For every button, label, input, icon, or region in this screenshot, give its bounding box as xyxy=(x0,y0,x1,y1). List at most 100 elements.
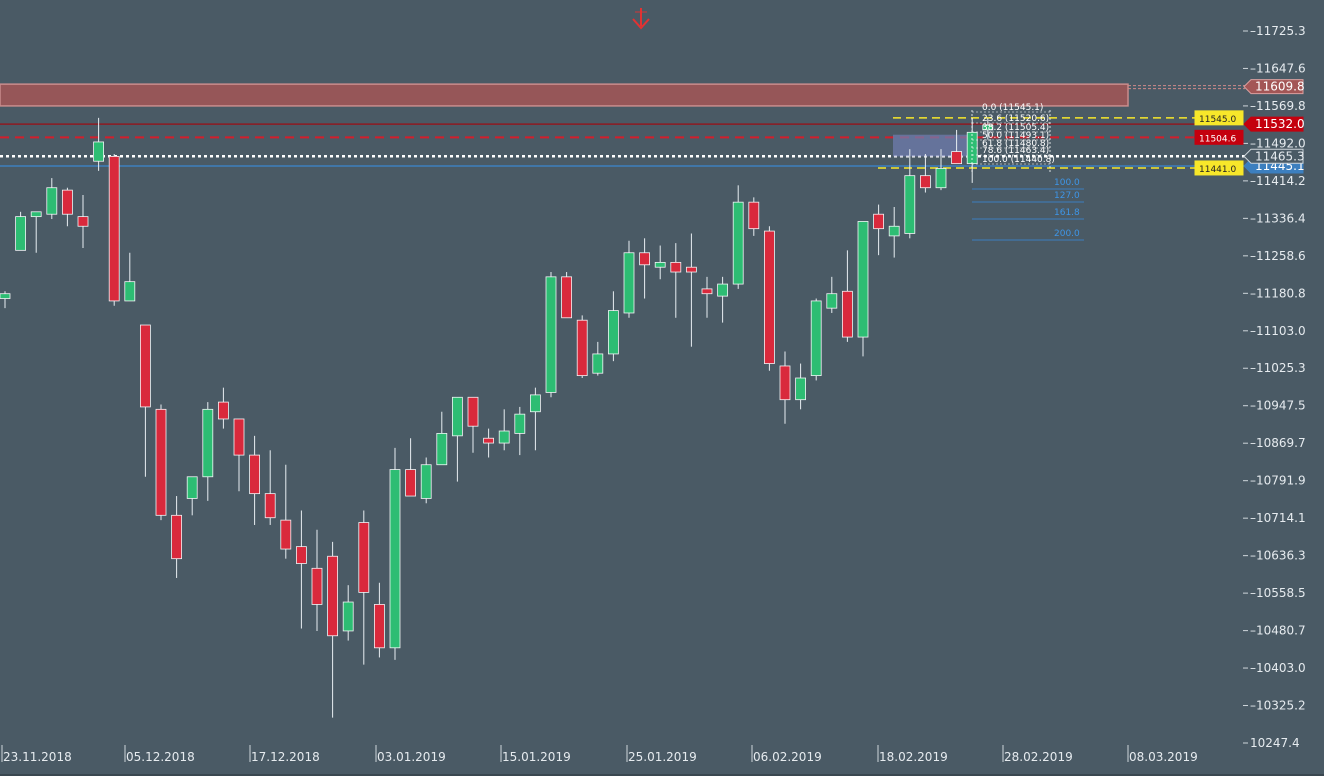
bullish-candle-body xyxy=(826,293,838,309)
bullish-candle-body xyxy=(608,310,619,355)
y-tick-label: –11414.2 xyxy=(1250,174,1306,188)
y-tick-label: –10791.9 xyxy=(1250,474,1306,488)
bullish-candle-body xyxy=(498,430,510,444)
candle xyxy=(873,204,884,256)
candle xyxy=(639,238,650,299)
y-tick-label: –10869.7 xyxy=(1250,436,1306,450)
yellow-top-price-tag-box xyxy=(1194,110,1244,126)
y-tick-label: –11103.0 xyxy=(1250,324,1306,338)
bullish-candle-body xyxy=(93,141,104,162)
candle xyxy=(561,272,572,319)
y-tick-label: –11025.3 xyxy=(1250,361,1306,375)
y-axis-ticks: –11725.3 –11647.6 –11569.8 –11492.0 –11414.2… xyxy=(1243,24,1306,750)
candle xyxy=(342,585,354,641)
bearish-candle-body xyxy=(358,522,370,593)
candle xyxy=(795,363,806,410)
yellow-bottom-price-tag-box xyxy=(1194,160,1244,176)
y-tick-label: –11258.6 xyxy=(1250,249,1306,263)
candle xyxy=(295,510,307,629)
candle xyxy=(186,476,198,516)
x-tick-label: 05.12.2018 xyxy=(126,750,195,764)
candle xyxy=(623,240,635,318)
bullish-candle-body xyxy=(545,276,557,393)
y-tick-label: –11647.6 xyxy=(1250,61,1306,75)
bearish-candle-body xyxy=(155,408,167,516)
candle xyxy=(217,387,229,429)
resistance-price-tag: 11609.8 xyxy=(1243,79,1305,95)
y-tick-label: –10714.1 xyxy=(1250,511,1306,525)
bearish-candle-body xyxy=(311,567,323,605)
fib-zone xyxy=(893,134,973,157)
bullish-candle-body xyxy=(186,476,198,499)
price-level-labels: 11609.811532.011445.111465.311504.611545… xyxy=(1194,79,1305,176)
y-tick-label: –11492.0 xyxy=(1250,136,1306,150)
yellow-top-price-tag-text: 11545.0 xyxy=(1199,115,1236,125)
candle xyxy=(608,291,619,362)
y-tick-label: –10558.5 xyxy=(1250,586,1306,600)
y-tick-label: –11569.8 xyxy=(1250,99,1306,113)
bearish-candle-body xyxy=(842,290,853,338)
bullish-candle-body xyxy=(202,408,214,478)
candle xyxy=(483,428,495,458)
bearish-candle-body xyxy=(327,555,339,637)
bearish-candle-body xyxy=(873,213,884,230)
bullish-candle-body xyxy=(810,300,822,377)
bullish-candle-body xyxy=(15,216,27,251)
candle xyxy=(920,153,931,193)
candle xyxy=(888,206,900,258)
candle xyxy=(389,447,401,660)
candle xyxy=(982,117,994,140)
bearish-candle-body xyxy=(77,216,89,227)
x-tick-label: 25.01.2019 xyxy=(628,750,697,764)
x-tick-label: 03.01.2019 xyxy=(377,750,446,764)
x-tick-label: 18.02.2019 xyxy=(879,750,948,764)
bearish-candle-body xyxy=(686,266,697,273)
candle xyxy=(264,450,276,525)
bullish-candle-body xyxy=(857,221,869,338)
y-tick-label: –10403.0 xyxy=(1250,661,1306,675)
bearish-candle-body xyxy=(764,230,775,364)
candle xyxy=(202,402,214,501)
candle xyxy=(124,252,136,302)
candle xyxy=(62,187,73,227)
bearish-candle-body xyxy=(951,151,962,165)
bearish-candle-body xyxy=(779,365,791,401)
bullish-candle-body xyxy=(436,433,448,466)
bullish-candle-body xyxy=(717,283,728,297)
x-tick-label: 28.02.2019 xyxy=(1004,750,1073,764)
bearish-candle-body xyxy=(217,401,229,420)
candle xyxy=(327,541,339,718)
candle xyxy=(686,233,697,347)
candle xyxy=(592,341,604,376)
bearish-candle-body xyxy=(561,276,572,319)
candle xyxy=(373,582,385,658)
candle xyxy=(311,529,323,631)
candle xyxy=(842,250,853,342)
bearish-candle-body xyxy=(108,156,120,302)
candle xyxy=(249,435,261,525)
bullish-candle-body xyxy=(935,168,947,189)
candle xyxy=(717,276,728,323)
candle xyxy=(358,510,370,665)
candle xyxy=(233,418,245,492)
candles xyxy=(0,117,994,718)
candle xyxy=(46,178,58,220)
candle xyxy=(93,117,104,171)
white-level-price-tag-text: 11465.3 xyxy=(1255,149,1305,163)
candle xyxy=(576,315,588,379)
candle xyxy=(171,496,183,578)
down-arrow-icon[interactable] xyxy=(632,8,650,30)
candle xyxy=(108,153,120,306)
red-level-price-tag: 11532.0 xyxy=(1243,116,1305,132)
bearish-candle-body xyxy=(748,201,760,230)
bullish-candle-body xyxy=(451,396,463,437)
bullish-candle-body xyxy=(795,377,806,401)
x-axis-ticks: 23.11.2018 05.12.2018 17.12.2018 03.01.2019… xyxy=(0,745,1324,776)
y-tick-label: –10636.3 xyxy=(1250,549,1306,563)
bullish-candle-body xyxy=(389,469,401,649)
bullish-candle-body xyxy=(904,175,916,234)
fib-level-label: 61.8 (11480.8) xyxy=(982,139,1049,149)
candle xyxy=(280,464,292,559)
x-tick-label: 23.11.2018 xyxy=(3,750,72,764)
